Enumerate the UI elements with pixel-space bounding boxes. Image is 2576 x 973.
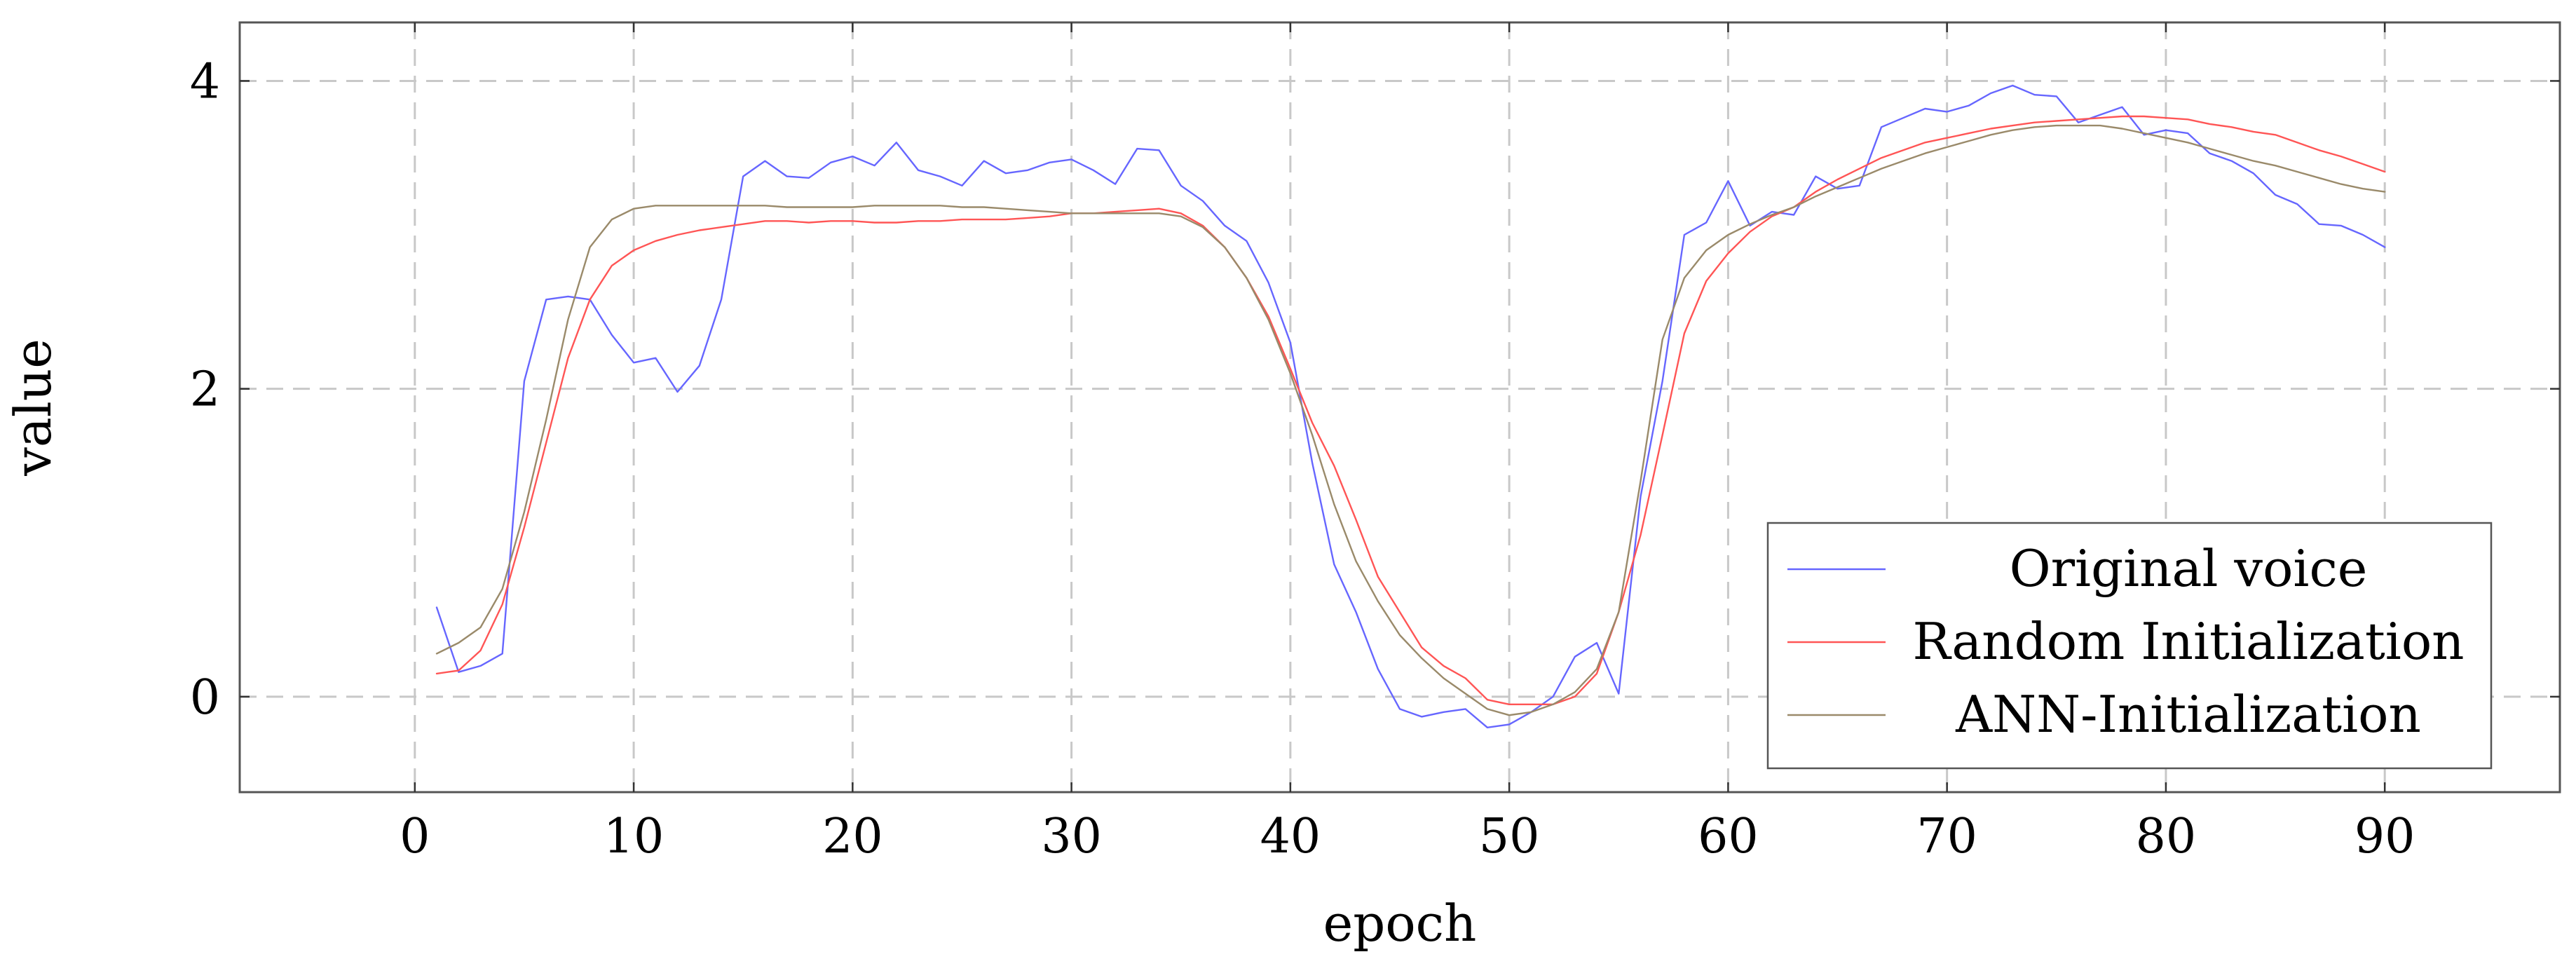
plot-series <box>435 84 2386 728</box>
y-tick-label: 4 <box>190 54 220 109</box>
series-line-ann-initialization <box>435 124 2386 716</box>
legend-label: ANN-Initialization <box>1955 685 2421 744</box>
legend-label: Random Initialization <box>1912 612 2464 671</box>
x-tick-label: 90 <box>2354 809 2415 864</box>
plot-frame <box>238 21 2561 794</box>
legend-box <box>1766 522 2493 770</box>
y-axis-title: value <box>4 339 62 477</box>
x-tick-label: 80 <box>2136 809 2197 864</box>
x-tick-label: 0 <box>400 809 430 864</box>
legend-label: Original voice <box>2010 539 2368 598</box>
x-tick-label: 40 <box>1260 809 1321 864</box>
x-tick-label: 70 <box>1916 809 1977 864</box>
x-tick-label: 10 <box>604 809 665 864</box>
x-tick-label: 30 <box>1041 809 1102 864</box>
legend: Original voice Random Initialization ANN-I… <box>1766 522 2493 770</box>
x-tick-label: 50 <box>1479 809 1540 864</box>
y-tick-label: 2 <box>190 362 220 418</box>
axis-ticks: 0 10 20 30 40 50 60 70 80 90 0 2 4 <box>190 22 2560 864</box>
x-axis-title: epoch <box>1323 894 1477 953</box>
x-tick-label: 20 <box>822 809 883 864</box>
series-line-random-initialization <box>435 115 2386 705</box>
x-tick-label: 60 <box>1698 809 1759 864</box>
series-line-original-voice <box>435 84 2386 728</box>
y-tick-label: 0 <box>190 670 220 726</box>
